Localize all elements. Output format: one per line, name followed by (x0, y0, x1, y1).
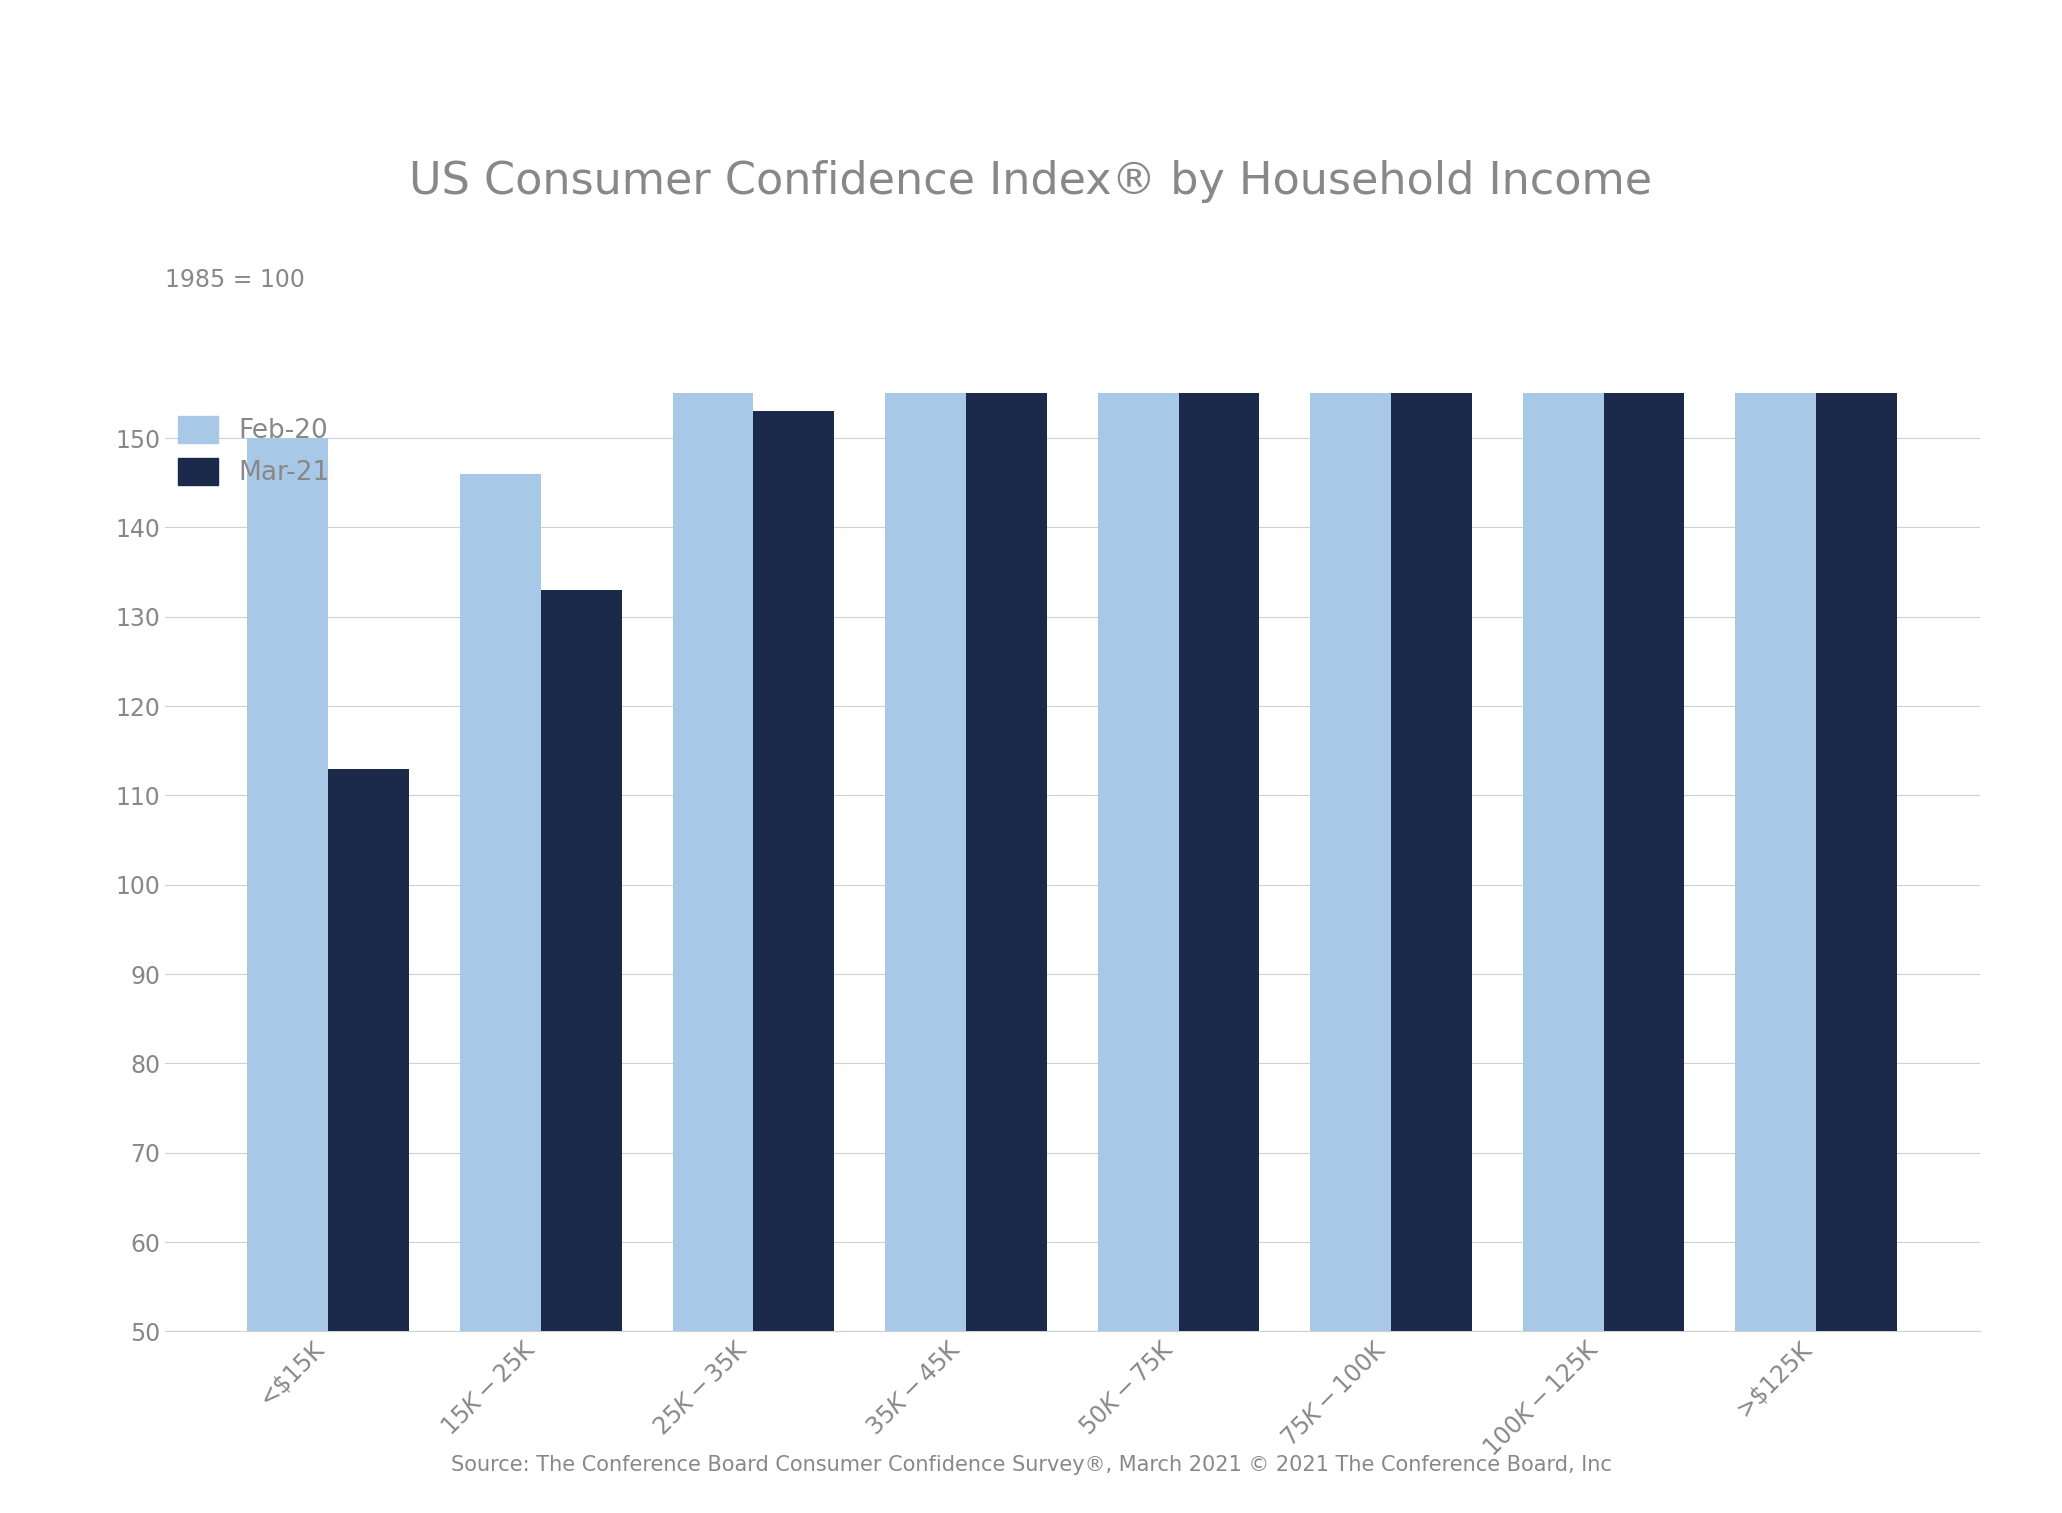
Text: US Consumer Confidence Index® by Household Income: US Consumer Confidence Index® by Househo… (410, 160, 1652, 203)
Bar (1604, 224, 1685, 1331)
Text: Source: The Conference Board Consumer Confidence Survey®, March 2021 © 2021 The : Source: The Conference Board Consumer Co… (452, 1456, 1610, 1475)
Text: 1985 = 100: 1985 = 100 (165, 268, 305, 292)
Bar (328, 769, 408, 1331)
Bar (1392, 322, 1472, 1331)
Bar (965, 295, 1047, 1331)
Legend: Feb-20, Mar-21: Feb-20, Mar-21 (177, 416, 330, 486)
Bar (1179, 357, 1260, 1331)
Bar (540, 590, 621, 1331)
Bar (1736, 18, 1817, 1331)
Bar (247, 439, 328, 1331)
Bar (885, 268, 965, 1331)
Bar (753, 412, 835, 1331)
Bar (460, 474, 540, 1331)
Bar (672, 331, 753, 1331)
Bar (1524, 54, 1604, 1331)
Bar (1817, 144, 1897, 1331)
Bar (1309, 0, 1392, 1331)
Bar (1097, 126, 1179, 1331)
